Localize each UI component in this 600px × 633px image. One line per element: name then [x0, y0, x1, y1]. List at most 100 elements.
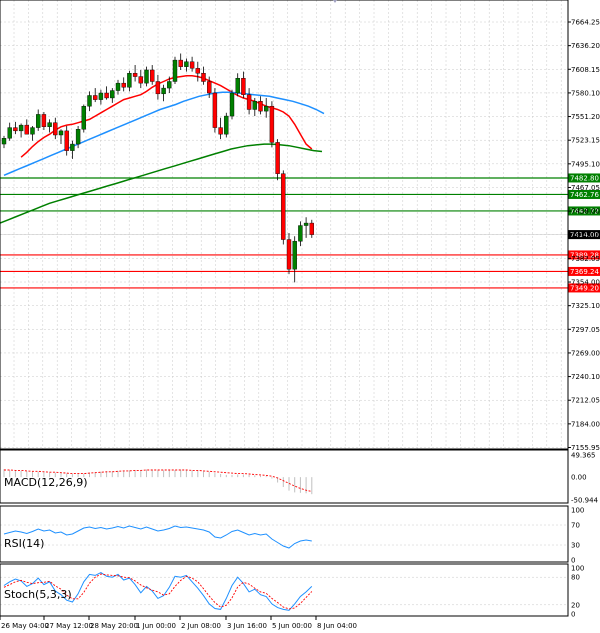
time-tick-label: 8 Jun 04:00	[317, 622, 357, 630]
price-tick-label: 7184.00	[571, 420, 600, 428]
candle-body	[24, 124, 29, 135]
macd-panel	[3, 469, 313, 495]
stoch-tick-label: 80	[571, 574, 580, 582]
candle-body	[36, 114, 41, 128]
candle-body	[115, 82, 121, 91]
level-badge	[568, 189, 600, 199]
moving-average-red	[20, 74, 313, 158]
candle-body	[121, 82, 126, 88]
candle-body	[201, 73, 206, 82]
time-tick-label: 28 May 20:00	[90, 622, 138, 630]
candle-body	[149, 69, 155, 82]
candle-body	[30, 127, 35, 135]
stoch-d-line	[3, 573, 313, 610]
candle-body	[18, 124, 24, 132]
candle-body	[47, 122, 52, 127]
main-panel-frame	[0, 0, 569, 450]
rsi-panel-frame	[0, 505, 569, 563]
price-panel: 7482.80 7462.76 7442.72 7389.28 7369.24 7349.…	[0, 53, 600, 293]
level-badge	[568, 250, 600, 260]
macd-tick-label: -50.944	[571, 497, 599, 505]
candle-body	[155, 81, 161, 95]
price-tick-label: 7325.10	[571, 302, 600, 310]
rsi-tick-label: 100	[571, 507, 584, 515]
price-tick-label: 7438.00	[571, 208, 600, 216]
price-tick-label: 7269.00	[571, 349, 600, 357]
level-label: 7482.80	[570, 174, 599, 182]
price-tick-label: 7240.10	[571, 373, 600, 381]
candle-body	[264, 105, 269, 112]
candle-body	[167, 81, 172, 89]
stoch-tick-label: 20	[571, 601, 580, 609]
candle-body	[241, 78, 246, 95]
price-tick-label: 7212.05	[571, 397, 600, 405]
stoch-tick-label: 100	[571, 565, 584, 573]
stochastic-panel	[0, 572, 568, 611]
candle-body	[144, 69, 149, 84]
time-tick-label: 1 Jun 00:00	[136, 622, 176, 630]
candle-body	[298, 225, 303, 242]
candle-body	[195, 68, 201, 74]
candle-body	[87, 95, 92, 107]
candle-body	[172, 59, 178, 82]
level-badge	[568, 206, 600, 216]
candle-body	[58, 130, 64, 136]
candle-body	[110, 90, 115, 99]
candle-body	[7, 127, 12, 139]
candle-body	[70, 143, 75, 151]
candle-body	[246, 94, 252, 110]
level-label: 7389.28	[570, 251, 599, 259]
price-tick-label: 7410.00	[571, 231, 600, 239]
candle-body	[75, 129, 81, 145]
candle-body	[127, 73, 132, 88]
candle-body	[286, 239, 292, 270]
indicator-titles: MACD(12,26,9) RSI(14) Stoch(5,3,3)	[4, 476, 88, 601]
macd-tick-label: 0.00	[571, 474, 587, 482]
moving-average-green	[0, 143, 323, 224]
candle-body	[64, 130, 69, 151]
price-tick-label: 7495.10	[571, 160, 600, 168]
candle-body	[132, 73, 138, 77]
candle-body	[309, 222, 314, 235]
stoch-tick-label: 0	[571, 611, 575, 619]
grid-layer	[0, 0, 568, 449]
current-price-badge	[568, 230, 600, 240]
macd-title: MACD(12,26,9)	[4, 476, 88, 489]
level-label: 7349.20	[570, 284, 599, 292]
stoch-k-line	[3, 572, 313, 611]
rsi-panel	[0, 524, 568, 549]
current-price-label: 7414.00	[570, 231, 599, 239]
candle-body	[41, 114, 47, 127]
candle-body	[206, 81, 212, 94]
macd-signal-line	[4, 469, 312, 492]
candle-body	[235, 78, 240, 94]
candle-body	[229, 92, 235, 117]
time-tick-label: 26 May 04:00	[1, 622, 49, 630]
candle-body	[281, 173, 286, 240]
candle-body	[224, 115, 229, 135]
rsi-tick-label: 70	[571, 522, 580, 530]
rsi-line	[3, 525, 312, 549]
price-tick-label: 7467.05	[571, 184, 600, 192]
stoch-panel-frame	[0, 563, 569, 617]
price-tick-label: 7608.15	[571, 66, 600, 74]
candle-body	[104, 92, 109, 99]
price-tick-label: 7297.05	[571, 326, 600, 334]
rsi-title: RSI(14)	[4, 537, 44, 550]
candle-body	[13, 127, 18, 132]
candle-body	[53, 122, 58, 136]
time-tick-label: 3 Jun 16:00	[227, 622, 267, 630]
candle-body	[218, 127, 223, 135]
price-tick-label: 7354.00	[571, 279, 600, 287]
candle-body	[212, 92, 218, 128]
candle-body	[92, 95, 98, 100]
moving-average-blue	[3, 91, 325, 176]
macd-tick-label: 49.365	[571, 452, 596, 460]
price-tick-label: 7551.20	[571, 113, 600, 121]
candle-body	[269, 105, 275, 143]
candle-body	[138, 76, 144, 84]
rsi-tick-label: 0	[571, 557, 575, 565]
scroll-marker-icon	[333, 0, 337, 3]
price-tick-label: 7382.05	[571, 255, 600, 263]
candle-body	[98, 92, 104, 100]
